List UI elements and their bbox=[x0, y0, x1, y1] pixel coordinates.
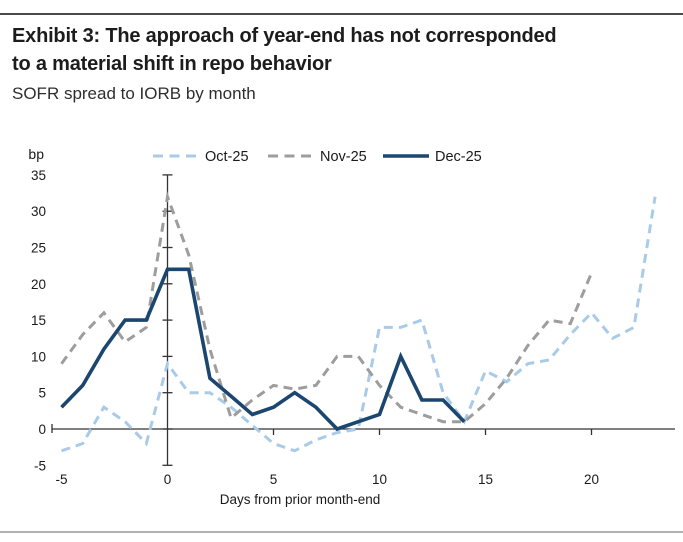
y-axis-unit-label: bp bbox=[28, 146, 44, 162]
y-tick-label: 25 bbox=[31, 241, 46, 256]
y-tick-label: 35 bbox=[31, 168, 46, 183]
y-tick-label: -5 bbox=[34, 458, 46, 473]
exhibit-title-line1: Exhibit 3: The approach of year-end has … bbox=[12, 25, 557, 47]
x-tick-label: -5 bbox=[55, 472, 67, 487]
top-divider bbox=[0, 13, 683, 15]
series-line-dec-25 bbox=[60, 267, 466, 432]
x-tick-label: 20 bbox=[584, 472, 599, 487]
legend-label-nov-25: Nov-25 bbox=[320, 149, 367, 165]
chart-legend: Oct-25 Nov-25 Dec-25 bbox=[153, 149, 482, 165]
sofr-spread-line-chart: Oct-25 Nov-25 Dec-25 bp 35 30 25 20 15 10 5 0 -5 -5 0 5… bbox=[28, 146, 675, 507]
legend-item-nov-25: Nov-25 bbox=[268, 149, 367, 165]
exhibit-title-line2: to a material shift in repo behavior bbox=[12, 53, 332, 75]
y-tick-label: 20 bbox=[31, 277, 46, 292]
x-axis-labels: -5 0 5 10 15 20 Days from prior month-end bbox=[55, 472, 599, 507]
day-zero-axis bbox=[162, 174, 173, 466]
x-axis-title: Days from prior month-end bbox=[220, 492, 381, 507]
x-tick-label: 15 bbox=[478, 472, 493, 487]
y-tick-label: 0 bbox=[38, 422, 46, 437]
y-axis-labels: bp 35 30 25 20 15 10 5 0 -5 bbox=[28, 146, 46, 473]
x-tick-label: 10 bbox=[372, 472, 387, 487]
x-axis bbox=[51, 424, 675, 435]
series-line-nov-25 bbox=[60, 190, 593, 424]
y-tick-label: 30 bbox=[31, 204, 46, 219]
legend-label-dec-25: Dec-25 bbox=[435, 149, 482, 165]
legend-item-dec-25: Dec-25 bbox=[383, 149, 482, 165]
bottom-divider bbox=[0, 531, 683, 533]
y-tick-label: 5 bbox=[38, 386, 46, 401]
legend-label-oct-25: Oct-25 bbox=[205, 149, 249, 165]
x-tick-label: 0 bbox=[164, 472, 172, 487]
exhibit-subtitle: SOFR spread to IORB by month bbox=[12, 84, 256, 103]
y-tick-label: 10 bbox=[31, 349, 46, 364]
exhibit-title: Exhibit 3: The approach of year-end has … bbox=[12, 22, 672, 78]
y-tick-label: 15 bbox=[31, 313, 46, 328]
legend-item-oct-25: Oct-25 bbox=[153, 149, 249, 165]
series-lines bbox=[60, 190, 657, 453]
series-line-oct-25 bbox=[61, 196, 657, 453]
x-tick-label: 5 bbox=[270, 472, 278, 487]
